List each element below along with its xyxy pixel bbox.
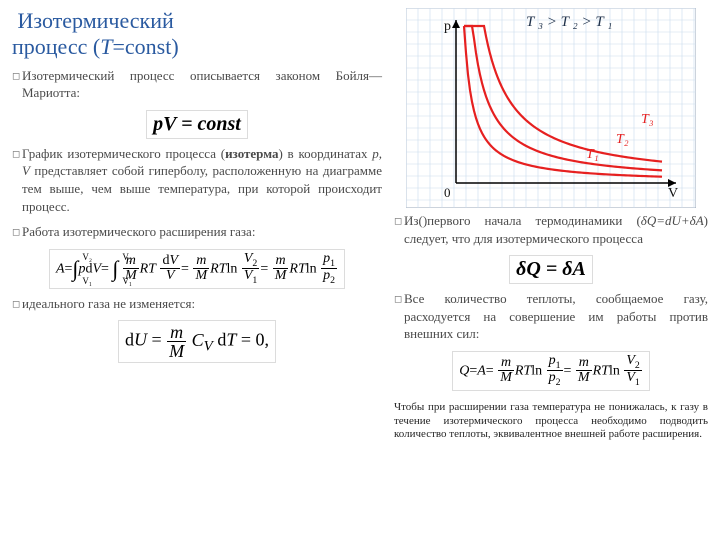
- svg-text:V: V: [668, 186, 678, 201]
- formula-dQ: δQ = δA: [394, 255, 708, 284]
- formula-pv: pV = const: [12, 110, 382, 139]
- title-line1: Изотермический: [18, 8, 174, 33]
- bullet-2-text: График изотермического процесса (изотерм…: [22, 145, 382, 215]
- bullet-3-text: Работа изотермического расширения газа:: [22, 223, 382, 241]
- bullet-mark-icon: ◻: [12, 67, 22, 102]
- bullet-r2: ◻ Все количество теплоты, сообщаемое газ…: [394, 290, 708, 343]
- bullet-mark-icon: ◻: [12, 145, 22, 215]
- bullet-mark-icon: ◻: [394, 290, 404, 343]
- svg-text:0: 0: [444, 185, 451, 200]
- formula-work-box: A=∫V₂V₁pdV= ∫V₂V₁ mMRT dVV= mMRTln V2V1=…: [49, 249, 345, 289]
- bullet-3: ◻ Работа изотермического расширения газа…: [12, 223, 382, 241]
- svg-text:T₃: T₃: [641, 112, 654, 127]
- title-line2a: процесс (: [12, 34, 100, 59]
- svg-text:p: p: [444, 19, 451, 34]
- bullet-1-text: Изотермический процесс описывается закон…: [22, 67, 382, 102]
- isotherm-chart: T₁T₂T₃pV0T ₃ > T ₂ > T ₁: [406, 8, 696, 208]
- bullet-mark-icon: ◻: [12, 223, 22, 241]
- formula-dU-box: dU = mM CV dT = 0,: [118, 320, 276, 363]
- formula-dQ-box: δQ = δA: [509, 255, 593, 284]
- bullet-2: ◻ График изотермического процесса (изоте…: [12, 145, 382, 215]
- svg-text:T ₃ > T ₂ > T ₁: T ₃ > T ₂ > T ₁: [526, 14, 612, 30]
- title-T: T: [100, 34, 112, 59]
- bullet-mark-icon: ◻: [394, 212, 404, 247]
- svg-text:T₂: T₂: [616, 132, 629, 147]
- bullet-1: ◻ Изотермический процесс описывается зак…: [12, 67, 382, 102]
- bullet-r1: ◻ Из()первого начала термодинамики (δQ=d…: [394, 212, 708, 247]
- bullet-4: ◻ идеального газа не изменяется:: [12, 295, 382, 313]
- footnote: Чтобы при расширении газа температура не…: [394, 401, 708, 442]
- formula-dU: dU = mM CV dT = 0,: [12, 320, 382, 363]
- page-title: Изотермический процесс (T=const): [12, 8, 382, 61]
- bullet-4-text: идеального газа не изменяется:: [22, 295, 382, 313]
- title-line2b: =const): [112, 34, 178, 59]
- formula-Q-box: Q=A= mMRTln p1p2= mMRTln V2V1: [452, 351, 650, 391]
- bullet-r1-text: Из()первого начала термодинамики (δQ=dU+…: [404, 212, 708, 247]
- right-column: T₁T₂T₃pV0T ₃ > T ₂ > T ₁ ◻ Из()первого н…: [390, 0, 720, 540]
- formula-pv-box: pV = const: [146, 110, 248, 139]
- formula-Q: Q=A= mMRTln p1p2= mMRTln V2V1: [394, 351, 708, 391]
- chart-svg: T₁T₂T₃pV0T ₃ > T ₂ > T ₁: [406, 8, 696, 208]
- left-column: Изотермический процесс (T=const) ◻ Изоте…: [0, 0, 390, 540]
- bullet-r2-text: Все количество теплоты, сообщаемое газу,…: [404, 290, 708, 343]
- formula-work: A=∫V₂V₁pdV= ∫V₂V₁ mMRT dVV= mMRTln V2V1=…: [12, 249, 382, 289]
- bullet-mark-icon: ◻: [12, 295, 22, 313]
